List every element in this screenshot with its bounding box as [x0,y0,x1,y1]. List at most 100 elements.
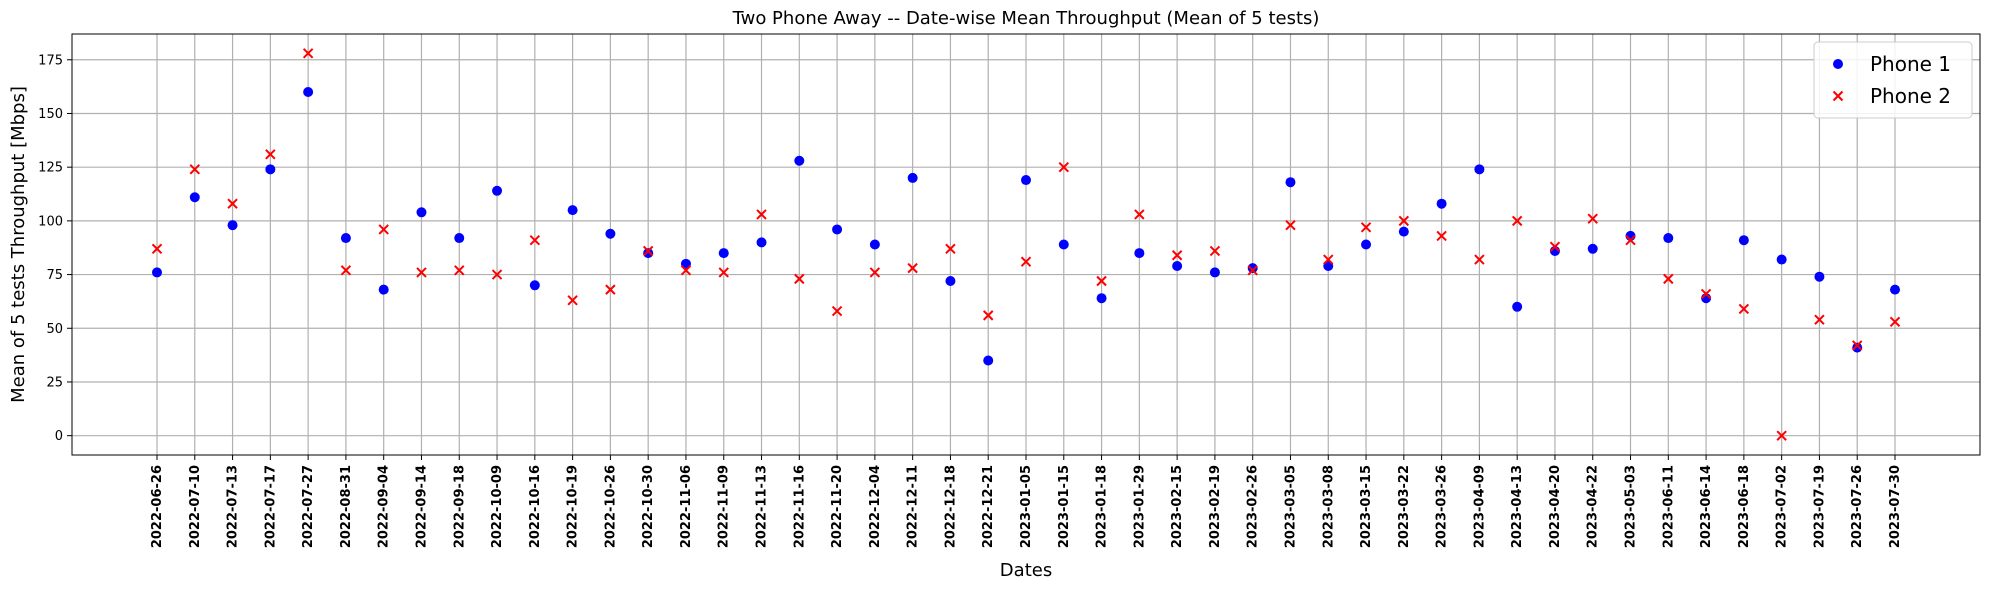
x-tick-label: 2022-12-11 [906,465,921,548]
point-phone-1 [1776,254,1787,265]
y-tick-label: 125 [38,161,63,176]
point-phone-2 [1587,213,1598,224]
point-phone-2 [1436,230,1447,242]
x-axis-title: Dates [1000,560,1052,581]
x-tick-label: 2022-10-30 [641,465,656,548]
x-tick-label: 2023-04-13 [1510,465,1525,548]
x-tick-label: 2022-11-06 [679,465,694,548]
x-tick-label: 2023-03-05 [1283,465,1298,548]
chart-title: Two Phone Away -- Date-wise Mean Through… [732,8,1320,29]
point-phone-2 [1134,209,1145,220]
x-tick-label: 2023-04-09 [1472,465,1487,548]
point-phone-2 [869,267,881,278]
x-tick-label: 2023-07-19 [1812,465,1827,548]
point-phone-1 [1814,271,1825,282]
x-tick-label: 2022-11-16 [792,465,807,548]
point-phone-2 [529,234,541,246]
point-phone-1 [1285,177,1296,188]
point-phone-2 [756,209,767,220]
point-phone-2 [491,269,503,280]
point-phone-1 [1247,263,1258,274]
x-tick-label: 2023-04-20 [1548,465,1563,548]
point-phone-1 [303,86,314,97]
point-phone-2 [1209,245,1221,257]
x-tick-label: 2022-10-19 [566,465,581,548]
point-phone-1 [1398,226,1409,237]
point-phone-2 [340,265,352,276]
point-phone-2 [1020,256,1032,267]
x-tick-label: 2022-09-14 [414,465,429,548]
point-phone-2 [1625,234,1636,246]
legend: Phone 1 Phone 2 [1813,41,1973,119]
point-phone-1 [1361,239,1372,250]
point-phone-1 [1323,260,1334,271]
point-phone-1 [605,228,616,239]
point-phone-1 [340,233,351,244]
point-phone-2 [416,267,427,278]
point-phone-1 [983,355,994,366]
point-phone-2 [642,245,654,257]
x-tick-label: 2023-02-19 [1208,465,1223,548]
data-points [151,48,1901,441]
x-tick-label: 2022-11-13 [755,465,770,548]
y-tick-label: 50 [46,322,63,337]
x-tick-label: 2022-11-09 [717,465,732,548]
x-tick-label: 2022-07-17 [263,465,278,548]
point-phone-1 [1512,301,1523,312]
point-phone-1 [794,155,805,166]
point-phone-2 [983,310,994,321]
y-tick-label: 0 [55,429,63,444]
point-phone-1 [869,239,880,250]
x-tick-label: 2022-06-26 [150,465,165,548]
y-tick-label: 75 [46,268,63,283]
point-phone-1 [1096,293,1107,304]
point-phone-2 [680,265,692,276]
point-phone-2 [378,224,389,235]
x-tick-label: 2023-05-03 [1624,465,1639,548]
x-tick-label: 2023-03-08 [1321,465,1336,548]
plot-frame [71,33,1981,456]
point-phone-2 [567,295,578,306]
x-tick-label: 2023-01-05 [1019,465,1034,548]
point-phone-1 [756,237,767,248]
x-tick-label: 2023-01-18 [1095,465,1110,548]
point-phone-2 [1814,314,1825,325]
legend-marker-phone-1 [1833,59,1843,69]
point-phone-2 [265,149,276,160]
point-phone-1 [1890,284,1900,295]
point-phone-1 [832,224,843,235]
point-phone-2 [1738,303,1750,315]
legend-box [1813,41,1973,119]
point-phone-2 [907,262,918,274]
x-tick-label: 2022-10-16 [528,465,543,548]
point-phone-1 [416,207,427,218]
x-tick-label: 2023-07-26 [1850,465,1865,548]
point-phone-2 [1889,316,1901,328]
point-phone-2 [1096,275,1107,287]
point-phone-2 [1285,219,1296,231]
x-tick-label: 2023-07-02 [1775,465,1790,548]
point-phone-1 [492,185,503,196]
point-phone-1 [378,284,389,295]
x-tick-label: 2023-03-26 [1435,465,1450,548]
point-phone-2 [1247,265,1258,276]
point-phone-1 [1738,235,1749,246]
point-phone-1 [454,233,465,244]
point-phone-2 [718,267,729,278]
x-tick-label: 2022-07-10 [188,465,203,548]
point-phone-1 [1436,198,1447,209]
point-phone-2 [945,243,956,255]
y-tick-label: 150 [38,107,63,122]
point-phone-1 [1172,260,1183,271]
x-tick-label: 2023-03-15 [1359,465,1374,548]
x-tick-label: 2022-12-18 [943,465,958,548]
x-tick-label: 2023-03-22 [1397,465,1412,548]
legend-marker-phone-2 [1832,90,1844,102]
x-tick-label: 2022-07-27 [301,465,316,548]
x-tick-label: 2023-01-29 [1132,465,1147,548]
point-phone-1 [227,220,238,231]
x-tick-label: 2023-02-26 [1246,465,1261,548]
x-tick-label: 2023-07-30 [1888,465,1903,548]
point-phone-1 [907,172,918,183]
